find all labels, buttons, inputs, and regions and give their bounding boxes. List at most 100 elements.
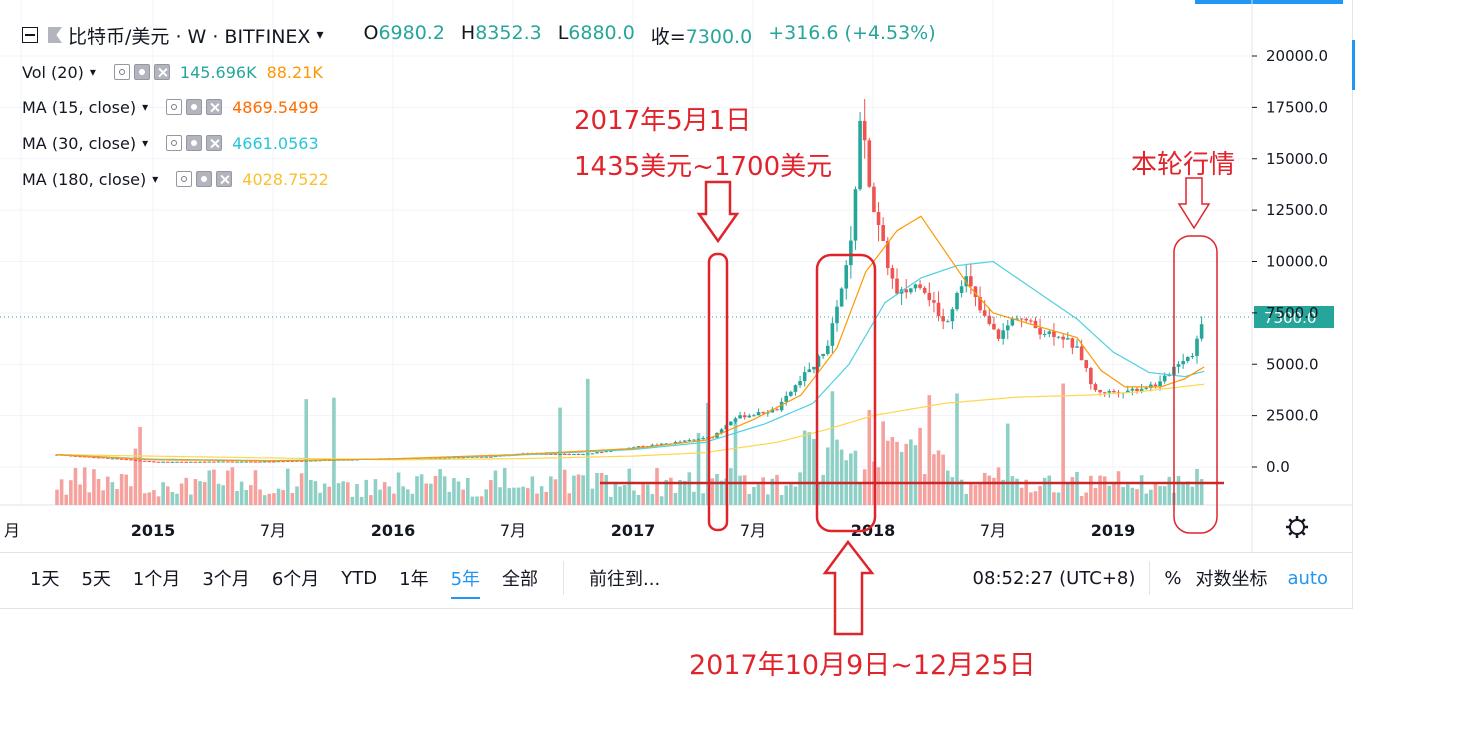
close-icon[interactable] [216, 171, 233, 187]
volume-bar [835, 439, 839, 505]
volume-bar [941, 454, 945, 505]
candle-body [664, 443, 669, 445]
volume-bar [678, 480, 682, 505]
indicator-ma15[interactable]: MA (15, close) ▾ 4869.5499 [22, 96, 319, 118]
eye-icon[interactable] [166, 99, 183, 115]
candle-body [105, 457, 110, 459]
indicator-vol[interactable]: Vol (20) ▾ 145.696K 88.21K [22, 61, 323, 83]
low-value: 6880.0 [568, 21, 635, 44]
percent-scale-button[interactable]: % [1164, 567, 1182, 589]
volume-bar [761, 477, 765, 505]
indicator-name[interactable]: Vol (20) [22, 62, 84, 82]
volume-bar [424, 483, 429, 505]
timeframe-1d[interactable]: 1天 [30, 569, 60, 590]
volume-bar [267, 493, 272, 505]
auto-scale-button[interactable]: auto [1287, 567, 1328, 589]
volume-bar [932, 454, 936, 505]
chevron-down-icon[interactable]: ▾ [152, 172, 159, 186]
timeframe-ytd[interactable]: YTD [341, 567, 378, 589]
candle-body [549, 453, 553, 455]
volume-bar [1033, 491, 1038, 505]
y-tick-label: 15000.0 [1266, 150, 1328, 168]
y-tick-label: 17500.0 [1266, 98, 1328, 116]
y-tick-label: 7500.0 [1266, 304, 1319, 322]
volume-bar [1153, 483, 1158, 505]
volume-bar [1089, 475, 1093, 505]
volume-bar [438, 469, 442, 505]
candle-body [576, 454, 581, 456]
gear-icon[interactable] [186, 135, 203, 151]
volume-bar [572, 475, 576, 505]
chevron-down-icon[interactable]: ▾ [316, 27, 324, 43]
settings-gear-icon[interactable] [1289, 519, 1305, 535]
candle-body [733, 418, 738, 422]
timeframe-1y[interactable]: 1年 [399, 569, 429, 590]
chevron-down-icon[interactable]: ▾ [142, 100, 149, 114]
volume-bar [142, 493, 147, 505]
volume-bar [1116, 471, 1121, 505]
indicator-ma180[interactable]: MA (180, close) ▾ 4028.7522 [22, 168, 329, 190]
candle-body [1075, 346, 1079, 348]
timeframe-5y[interactable]: 5年 [440, 565, 491, 599]
eye-icon[interactable] [176, 171, 193, 187]
eye-icon[interactable] [113, 64, 130, 80]
candle-body [1038, 328, 1042, 335]
volume-bar [1107, 485, 1112, 505]
price-chart[interactable]: 7300.0 0.0 2500.0 5000.0 7500.0 10000.0 12500.… [0, 0, 1352, 552]
candle-body [184, 461, 189, 463]
candle-body [165, 461, 170, 463]
volume-bar [890, 436, 895, 505]
candle-body [936, 302, 941, 317]
collapse-icon[interactable] [22, 27, 38, 43]
volume-bar [493, 470, 498, 505]
timeframe-1m[interactable]: 1个月 [132, 569, 181, 590]
eye-icon[interactable] [166, 135, 183, 151]
candle-body [1112, 391, 1116, 393]
volume-bar [1130, 487, 1135, 505]
candle-body [701, 437, 705, 440]
indicator-ma30[interactable]: MA (30, close) ▾ 4661.0563 [22, 132, 319, 154]
candle-body [904, 289, 909, 293]
indicator-name[interactable]: MA (15, close) [22, 97, 137, 117]
candle-body [590, 453, 595, 455]
chevron-down-icon[interactable]: ▾ [142, 136, 149, 150]
timeframe-5d[interactable]: 5天 [81, 569, 111, 590]
candle-body [216, 461, 221, 463]
candle-body [1195, 338, 1199, 356]
gear-icon[interactable] [186, 99, 203, 115]
chevron-down-icon[interactable]: ▾ [89, 65, 96, 79]
close-icon[interactable] [153, 64, 170, 80]
close-icon[interactable] [206, 99, 223, 115]
candle-body [770, 409, 775, 413]
indicator-name[interactable]: MA (180, close) [22, 169, 147, 189]
candle-body [1065, 338, 1070, 340]
volume-bar [401, 486, 405, 505]
volume-bar [858, 483, 862, 505]
close-icon[interactable] [206, 135, 223, 151]
timeframe-all[interactable]: 全部 [502, 569, 539, 590]
timeframe-3m[interactable]: 3个月 [202, 569, 250, 590]
gear-icon[interactable] [196, 171, 213, 187]
log-scale-button[interactable]: 对数坐标 [1195, 569, 1268, 590]
symbol-name[interactable]: 比特币/美元 · W · BITFINEX [68, 25, 311, 48]
candle-body [941, 316, 945, 322]
volume-bar [802, 430, 807, 505]
volume-bar [475, 496, 479, 505]
goto-date-button[interactable]: 前往到... [589, 569, 661, 590]
timeframe-6m[interactable]: 6个月 [271, 569, 320, 590]
volume-bar [105, 476, 110, 505]
candle-body [922, 287, 927, 293]
volume-bar [1042, 477, 1047, 505]
volume-bar [705, 402, 710, 505]
gear-icon[interactable] [133, 64, 150, 80]
candle-body [844, 265, 849, 289]
clock-readout[interactable]: 08:52:27 (UTC+8) [972, 567, 1136, 589]
candle-body [1052, 331, 1056, 337]
candle-body [816, 356, 821, 367]
indicator-name[interactable]: MA (30, close) [22, 133, 137, 153]
last-price-label-bg [1254, 305, 1334, 328]
volume-bar [55, 489, 59, 505]
candle-body [982, 310, 987, 316]
volume-bar [895, 441, 899, 505]
candle-body [1093, 384, 1098, 391]
